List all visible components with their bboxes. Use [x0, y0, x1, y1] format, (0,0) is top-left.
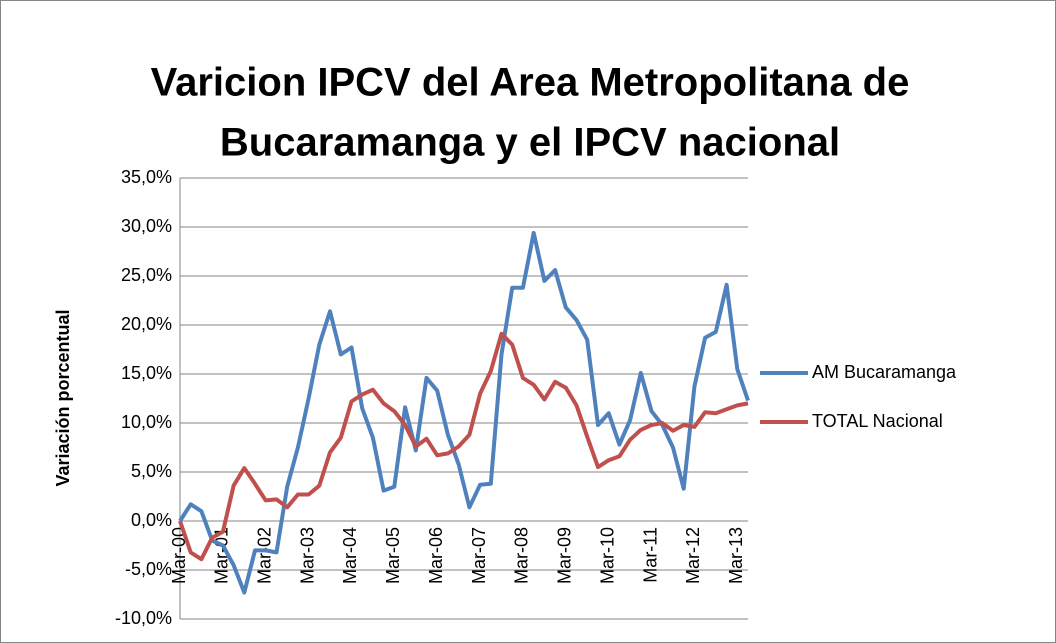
y-tick-label: -10,0%: [115, 608, 172, 628]
x-tick-label: Mar-07: [469, 527, 489, 584]
y-tick-label: 20,0%: [121, 314, 172, 334]
y-tick-label: 25,0%: [121, 265, 172, 285]
y-tick-label: 35,0%: [121, 167, 172, 187]
x-tick-label: Mar-12: [683, 527, 703, 584]
x-tick-label: Mar-13: [726, 527, 746, 584]
y-tick-label: 30,0%: [121, 216, 172, 236]
y-tick-label: 10,0%: [121, 412, 172, 432]
y-axis-label: Variación porcentual: [53, 309, 73, 486]
series-line: [178, 230, 750, 595]
x-tick-label: Mar-03: [297, 527, 317, 584]
x-tick-label: Mar-09: [555, 527, 575, 584]
x-tick-label: Mar-11: [640, 527, 660, 583]
x-tick-label: Mar-05: [383, 527, 403, 584]
x-tick-label: Mar-04: [340, 527, 360, 584]
x-tick-label: Mar-00: [169, 527, 189, 584]
y-tick-label: 0,0%: [131, 510, 172, 530]
series-line: [178, 331, 749, 562]
legend-label: TOTAL Nacional: [812, 411, 943, 431]
y-tick-label: 5,0%: [131, 461, 172, 481]
x-tick-label: Mar-10: [597, 527, 617, 584]
y-tick-label: -5,0%: [125, 559, 172, 579]
chart-title: Bucaramanga y el IPCV nacional: [220, 121, 840, 165]
x-tick-label: Mar-08: [512, 527, 532, 584]
x-tick-label: Mar-06: [426, 527, 446, 584]
y-tick-label: 15,0%: [121, 363, 172, 383]
x-tick-label: Mar-02: [254, 527, 274, 584]
chart-title: Varicion IPCV del Area Metropolitana de: [151, 61, 910, 105]
legend-label: AM Bucaramanga: [812, 362, 957, 382]
